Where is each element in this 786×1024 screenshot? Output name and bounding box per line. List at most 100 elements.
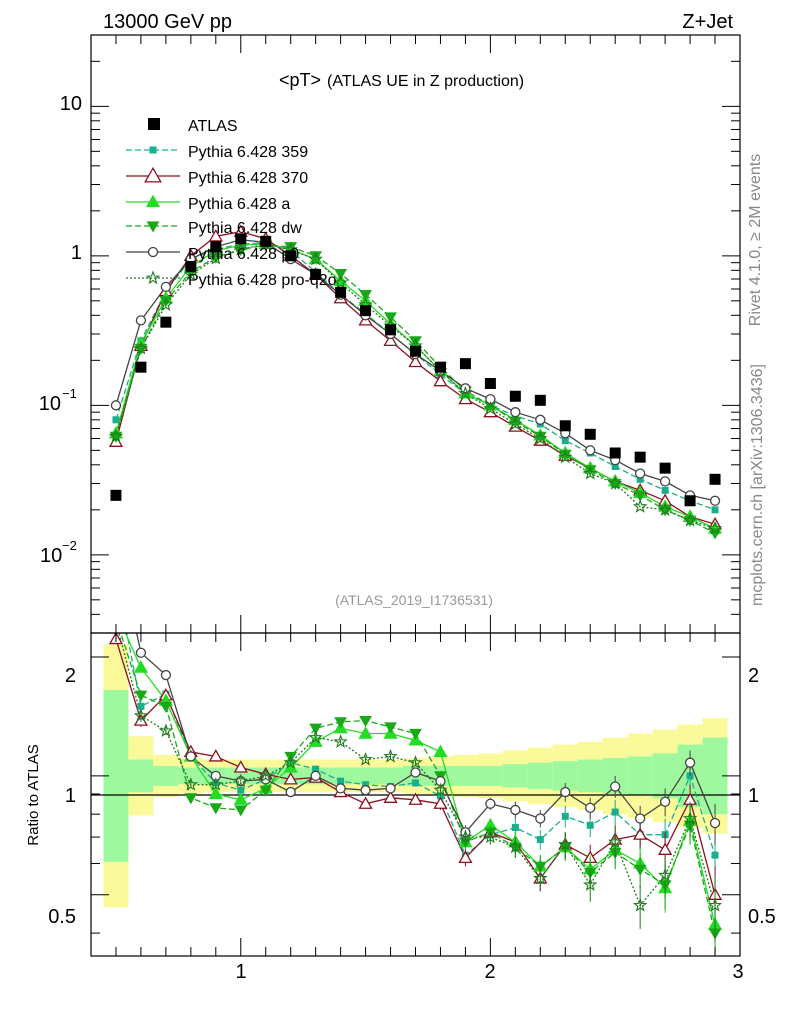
legend-marker-atlas xyxy=(148,118,160,130)
ratio-point-p359 xyxy=(137,702,145,710)
main-point-proq2o xyxy=(632,499,648,513)
main-point-p370 xyxy=(208,229,223,242)
title-observable: <pT> xyxy=(279,70,321,90)
band-inner xyxy=(452,765,478,786)
ratio-point-p359 xyxy=(711,851,719,859)
ratio-point-p359 xyxy=(536,836,544,844)
main-point-atlas xyxy=(410,345,421,357)
ratio-point-dw xyxy=(359,716,372,728)
ratio-point-dw xyxy=(134,690,148,702)
ratio-point-proq2o xyxy=(657,867,673,882)
main-point-p359 xyxy=(611,462,619,470)
main-point-p0 xyxy=(635,468,646,479)
main-point-atlas xyxy=(509,390,521,402)
ratio-point-p359 xyxy=(611,808,619,816)
ratio-point-p0 xyxy=(285,786,296,798)
ratio-point-p359 xyxy=(337,777,345,785)
main-point-p0 xyxy=(135,315,147,326)
mcplots-label: mcplots.cern.ch [arXiv:1306.3436] xyxy=(749,364,766,606)
ratio-point-p0 xyxy=(310,770,321,782)
ratio-point-proq2o xyxy=(133,708,149,722)
main-point-p0 xyxy=(659,476,671,487)
ratio-point-p0 xyxy=(385,783,396,794)
title-description: (ATLAS UE in Z production) xyxy=(327,73,524,90)
ratio-point-p0 xyxy=(135,647,147,658)
ratio-point-proq2o xyxy=(707,897,723,912)
rivet-version-label: Rivet 4.1.0, ≥ 2M events xyxy=(747,154,764,326)
ratio-point-p0 xyxy=(160,669,172,681)
data-uncertainty-bands xyxy=(103,644,728,908)
band-inner xyxy=(153,765,179,786)
main-point-proq2o xyxy=(208,250,223,265)
main-point-proq2o xyxy=(657,502,673,516)
legend-marker-p359 xyxy=(149,146,157,154)
main-point-p0 xyxy=(160,281,172,293)
legend-label-p0: Pythia 6.428 p0 xyxy=(188,246,299,263)
ratio-point-a xyxy=(208,786,223,800)
main-point-p359 xyxy=(112,416,120,424)
ratio-point-a xyxy=(133,660,149,673)
ratio-axis-ticks xyxy=(91,633,741,956)
main-point-p359 xyxy=(661,486,669,494)
main-point-atlas xyxy=(310,269,322,281)
legend-label-370: Pythia 6.428 370 xyxy=(188,170,308,187)
ratio-series-markers xyxy=(108,633,723,956)
ratio-point-p0 xyxy=(360,785,371,796)
main-point-atlas xyxy=(260,235,272,247)
ratio-point-a xyxy=(433,744,448,758)
band-inner xyxy=(378,767,404,785)
legend-marker-a xyxy=(145,194,161,208)
legend-label-a: Pythia 6.428 a xyxy=(188,196,290,213)
main-point-proq2o xyxy=(608,475,623,490)
ratio-point-dw xyxy=(259,785,273,797)
ratio-point-p370 xyxy=(433,796,448,809)
main-point-atlas xyxy=(709,473,721,485)
ratio-point-dw xyxy=(209,803,223,815)
ratio-point-p359 xyxy=(362,781,370,789)
ratio-point-dw xyxy=(384,722,397,734)
main-point-proq2o xyxy=(707,520,723,535)
legend-label-dw: Pythia 6.428 dw xyxy=(188,220,302,237)
main-point-p359 xyxy=(711,506,719,514)
main-point-proq2o xyxy=(308,251,323,266)
band-inner xyxy=(577,759,603,793)
ratio-point-p370 xyxy=(458,850,473,864)
ratio-point-p370 xyxy=(383,790,398,803)
ratio-point-p359 xyxy=(412,779,419,787)
main-point-dw xyxy=(334,269,347,281)
ratio-point-p359 xyxy=(511,824,519,832)
ratio-point-proq2o xyxy=(408,755,423,769)
ratio-point-p0 xyxy=(684,757,696,768)
y-tick-label: 1 xyxy=(71,242,82,264)
band-inner xyxy=(328,767,354,785)
ratio-point-proq2o xyxy=(458,829,473,844)
ratio-point-p0 xyxy=(585,802,596,814)
ratio-point-p0 xyxy=(610,781,621,792)
ratio-point-p0 xyxy=(185,751,196,762)
band-inner xyxy=(627,756,653,796)
ratio-y-tick-label-right: 0.5 xyxy=(748,906,776,928)
ratio-point-dw xyxy=(334,717,347,729)
ratio-point-proq2o xyxy=(632,897,648,912)
main-point-dw xyxy=(384,312,397,324)
ratio-point-proq2o xyxy=(383,748,398,763)
main-point-proq2o xyxy=(233,241,249,256)
main-point-proq2o xyxy=(682,512,698,527)
main-point-atlas xyxy=(609,447,621,459)
ratio-point-proq2o xyxy=(358,751,373,766)
main-point-p359 xyxy=(636,475,644,483)
band-inner xyxy=(353,767,379,785)
ratio-point-p359 xyxy=(561,812,569,820)
ratio-point-proq2o xyxy=(258,768,273,782)
main-point-proq2o xyxy=(183,266,199,281)
main-point-proq2o xyxy=(483,401,498,415)
ratio-y-tick-label: 1 xyxy=(65,785,76,807)
main-point-proq2o xyxy=(533,430,548,445)
ratio-point-dw xyxy=(184,793,198,805)
ratio-point-a xyxy=(233,792,248,805)
ratio-point-p0 xyxy=(635,813,646,824)
ratio-point-proq2o xyxy=(283,755,298,769)
ratio-point-p0 xyxy=(709,817,721,829)
main-point-p0 xyxy=(535,414,546,425)
